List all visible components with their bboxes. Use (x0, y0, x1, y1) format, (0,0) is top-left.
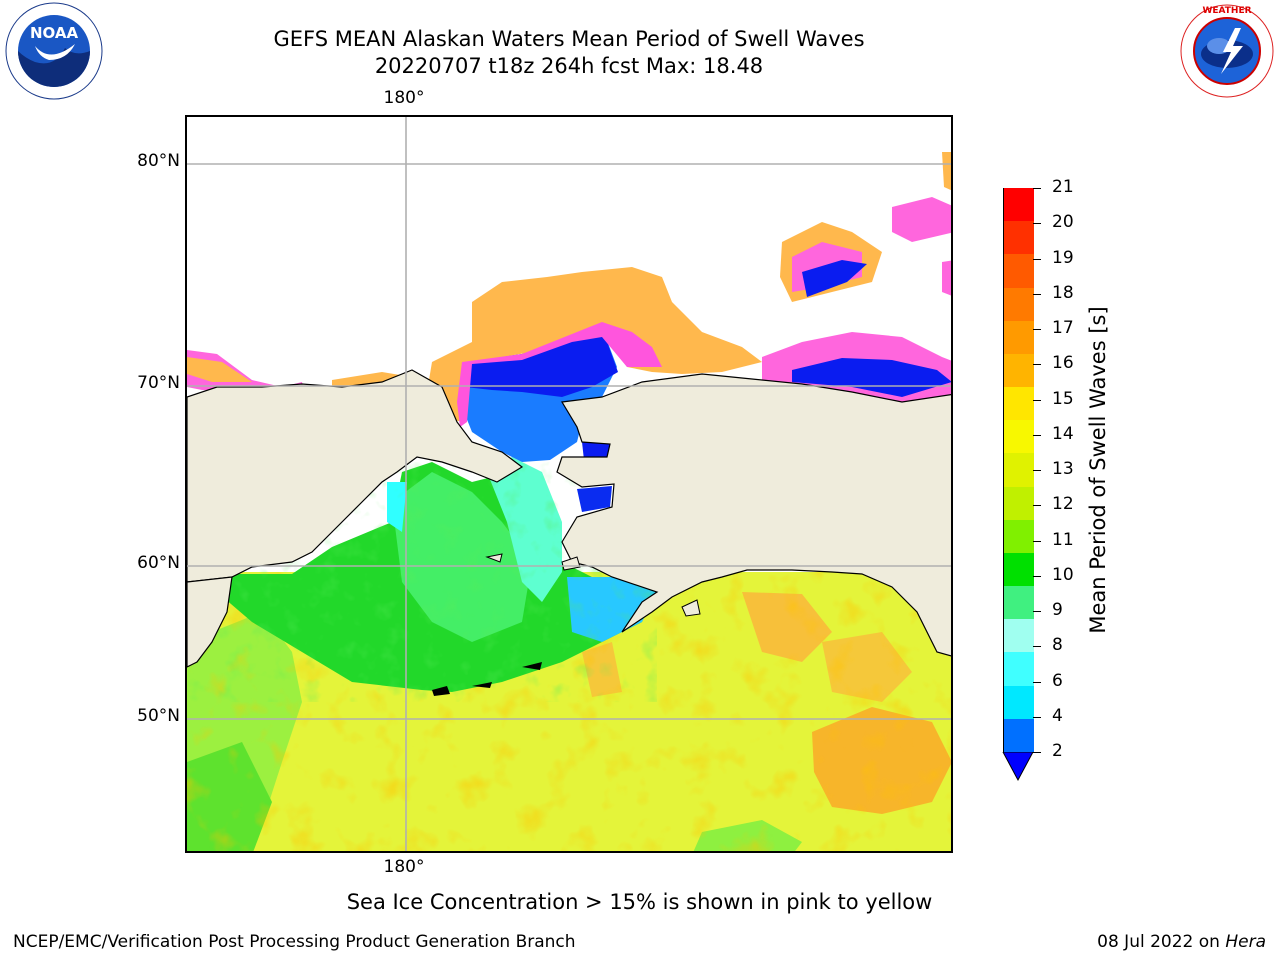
colorbar-segment (1004, 652, 1034, 687)
lon-label-top: 180° (383, 88, 425, 108)
colorbar-segment (1004, 453, 1034, 488)
kotzebue-low-swell (582, 442, 610, 460)
colorbar-segment (1004, 586, 1034, 621)
colorbar-tick (1033, 752, 1041, 753)
noaa-logo-icon: NOAA (5, 2, 103, 100)
colorbar-tick-label: 14 (1052, 423, 1074, 444)
colorbar-tick-label: 21 (1052, 177, 1074, 197)
sea-ice-northeast-edge (942, 152, 951, 191)
colorbar-segment (1004, 287, 1034, 322)
chart-subtitle: 20220707 t18z 264h fcst Max: 18.48 (374, 54, 764, 78)
colorbar-tick-label: 19 (1052, 247, 1074, 268)
colorbar-tick (1033, 364, 1041, 366)
sea-ice-note: Sea Ice Concentration > 15% is shown in … (346, 890, 933, 914)
aleutian-island (432, 686, 450, 696)
colorbar-segment (1004, 685, 1034, 720)
aleutian-island (522, 662, 542, 670)
colorbar-tick (1033, 470, 1041, 471)
colorbar-tick-label: 15 (1052, 388, 1074, 409)
colorbar-tick-label: 18 (1052, 282, 1074, 303)
colorbar-tick (1033, 681, 1041, 683)
colorbar-tick-label: 6 (1052, 670, 1063, 691)
colorbar-tick-label: 16 (1052, 353, 1074, 374)
sea-ice-siberian-orange (187, 357, 252, 382)
colorbar-extend-arrow (1002, 752, 1034, 782)
colorbar-tick (1033, 399, 1041, 401)
sea-ice-far-east (942, 260, 951, 296)
colorbar-tick-label: 8 (1052, 635, 1063, 656)
colorbar-tick-label: 4 (1052, 705, 1063, 726)
colorbar-tick (1033, 646, 1041, 648)
colorbar-tick (1033, 540, 1041, 542)
colorbar-tick (1033, 434, 1041, 436)
swell-period-map (187, 117, 951, 851)
colorbar-tick-label: 11 (1052, 529, 1074, 550)
chukchi-low-swell-core (464, 328, 618, 397)
colorbar-segment (1004, 254, 1034, 289)
lat-label-70: 70°N (137, 373, 180, 393)
lat-label-80: 80°N (137, 151, 180, 171)
colorbar-segment (1004, 519, 1034, 554)
colorbar-segment (1004, 221, 1034, 256)
colorbar-segment (1004, 718, 1034, 753)
colorbar-tick-label: 12 (1052, 494, 1074, 515)
lat-label-50: 50°N (137, 706, 180, 726)
colorbar-tick (1033, 329, 1041, 330)
beaufort-coast-low-swell (792, 358, 951, 397)
colorbar-segment (1004, 387, 1034, 422)
colorbar-tick-label: 20 (1052, 212, 1074, 233)
footer-date: 08 Jul 2022 on Hera (1097, 932, 1266, 952)
footer-credit: NCEP/EMC/Verification Post Processing Pr… (13, 932, 576, 952)
land-kamchatka (187, 576, 233, 668)
colorbar-tick-label: 9 (1052, 600, 1063, 620)
footer-date-text: 08 Jul 2022 on (1097, 932, 1220, 952)
colorbar-tick (1033, 188, 1041, 189)
colorbar-tick (1033, 505, 1041, 507)
footer-machine: Hera (1225, 932, 1266, 952)
colorbar-tick-label: 17 (1052, 318, 1074, 338)
aleutian-island (472, 682, 492, 688)
colorbar-tick (1033, 716, 1041, 718)
colorbar-segment (1004, 552, 1034, 588)
map-panel (185, 115, 953, 853)
sea-ice-arctic-pack (427, 267, 762, 422)
colorbar-segment (1004, 353, 1034, 389)
sea-ice-northeast-pink (892, 197, 951, 242)
colorbar-tick (1033, 258, 1041, 260)
colorbar-segment (1004, 420, 1034, 455)
nws-logo-icon: WEATHER (1177, 2, 1277, 100)
colorbar-tick (1033, 293, 1041, 295)
colorbar-tick (1033, 223, 1041, 225)
norton-sound-low-swell (577, 486, 612, 512)
chart-title: GEFS MEAN Alaskan Waters Mean Period of … (273, 27, 865, 51)
colorbar-segment (1004, 486, 1034, 521)
st-lawrence-island (485, 553, 503, 563)
colorbar-segment (1004, 320, 1034, 355)
colorbar-segment (1004, 188, 1034, 223)
colorbar-title: Mean Period of Swell Waves [s] (1086, 306, 1110, 634)
colorbar-segment (1004, 619, 1034, 654)
colorbar-tick (1033, 611, 1041, 612)
beaufort-low-swell-patch (802, 260, 867, 297)
svg-text:NOAA: NOAA (30, 24, 79, 42)
kodiak-island (681, 599, 701, 617)
lon-label-bottom: 180° (383, 857, 425, 877)
colorbar-tick-label: 13 (1052, 459, 1074, 479)
svg-text:WEATHER: WEATHER (1202, 6, 1251, 16)
sea-ice-edge-pink (457, 322, 662, 427)
colorbar-scale (1003, 188, 1034, 753)
lat-label-60: 60°N (137, 553, 180, 573)
colorbar-tick-label: 10 (1052, 564, 1074, 585)
colorbar-tick-label: 2 (1052, 741, 1063, 761)
graticule (187, 117, 951, 851)
colorbar-tick (1033, 575, 1041, 577)
land-alaska (556, 373, 951, 657)
